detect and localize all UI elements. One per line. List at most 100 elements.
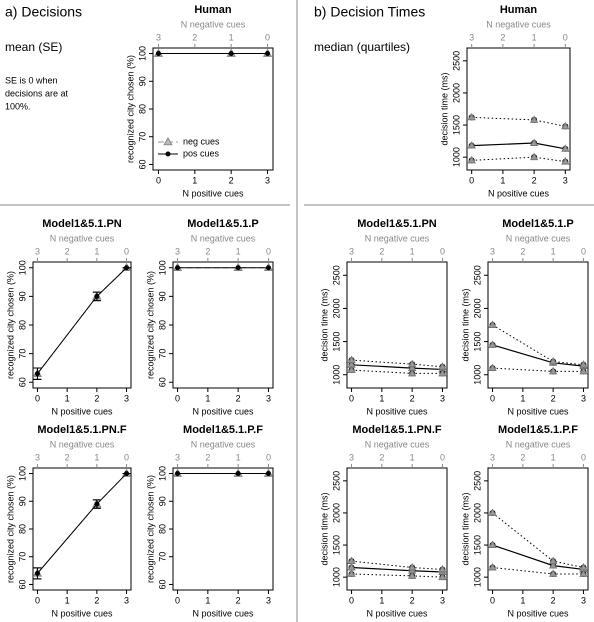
point-triangle	[488, 363, 497, 372]
x2-tick-label: 1	[236, 246, 241, 256]
x-tick-label: 1	[65, 595, 70, 605]
x2-tick-label: 3	[349, 246, 354, 256]
y-tick-label: 2000	[331, 298, 341, 318]
x2-tick-label: 2	[205, 246, 210, 256]
y-tick-label: 1500	[451, 115, 461, 135]
point-triangle	[407, 368, 417, 377]
x-tick-label: 1	[379, 393, 384, 403]
x-tick-label: 1	[379, 595, 384, 605]
y-tick-label: 60	[17, 579, 27, 589]
y-tick-label: 100	[17, 466, 27, 481]
point-triangle	[488, 563, 497, 571]
x-axis-label: N positive cues	[488, 188, 550, 198]
x-tick-label: 3	[124, 595, 129, 605]
x-tick-label: 2	[94, 393, 99, 403]
plot-frame	[487, 467, 589, 591]
x2-tick-label: 0	[124, 452, 129, 462]
y-tick-label: 2500	[331, 471, 341, 491]
point	[265, 51, 271, 57]
y-tick-label: 60	[137, 159, 147, 169]
panel-title: Model1&5.1.P.F	[498, 424, 578, 436]
plot-frame	[172, 261, 274, 389]
y-tick-label: 1000	[472, 567, 482, 587]
point-triangle	[561, 144, 570, 152]
x-tick-label: 1	[205, 393, 210, 403]
x2-axis-label: N negative cues	[486, 19, 551, 29]
y-tick-label: 90	[137, 76, 147, 86]
series-line	[471, 156, 566, 163]
y-tick-label: 2500	[472, 265, 482, 285]
point-triangle	[488, 540, 497, 549]
y-tick-label: 60	[157, 579, 167, 589]
y-tick-label: 1500	[472, 332, 482, 352]
point-triangle	[548, 556, 558, 565]
y-axis-label: decision time (ms)	[460, 492, 470, 565]
x2-tick-label: 2	[205, 452, 210, 462]
x-tick-label: 2	[410, 393, 415, 403]
x2-axis-label: N negative cues	[50, 439, 115, 449]
plot-frame	[346, 467, 448, 591]
point-triangle	[438, 368, 447, 377]
x2-axis-label: N negative cues	[191, 439, 256, 449]
x-tick-label: 3	[124, 393, 129, 403]
x-axis-label: N positive cues	[51, 406, 113, 416]
y-tick-label: 70	[137, 132, 147, 142]
y-tick-label: 60	[157, 377, 167, 387]
point-triangle	[347, 355, 356, 364]
x2-tick-label: 0	[266, 246, 271, 256]
plot-frame	[346, 261, 448, 389]
y-tick-label: 2000	[472, 503, 482, 523]
y-tick-label: 70	[17, 349, 27, 359]
legend-label: pos cues	[183, 148, 220, 158]
y-axis-label: decision time (ms)	[460, 288, 470, 361]
plot-frame	[32, 261, 132, 389]
point	[155, 51, 161, 57]
x2-tick-label: 3	[490, 452, 495, 462]
point	[34, 570, 40, 576]
point	[94, 501, 100, 507]
x-axis-label: N positive cues	[507, 406, 569, 416]
point	[175, 265, 181, 271]
point-triangle	[438, 572, 447, 581]
series-line	[492, 567, 584, 575]
x2-tick-label: 1	[532, 32, 537, 42]
x-tick-label: 0	[35, 595, 40, 605]
x-tick-label: 3	[581, 595, 586, 605]
x-tick-label: 3	[440, 595, 445, 605]
y-tick-label: 2500	[472, 471, 482, 491]
x-tick-label: 2	[94, 595, 99, 605]
y-tick-label: 1000	[451, 147, 461, 167]
series-line	[492, 512, 584, 569]
plot-frame	[466, 47, 571, 171]
y-axis-label: recognized city chosen (%)	[145, 271, 155, 379]
plot-frame	[487, 261, 589, 389]
y-tick-label: 2000	[472, 298, 482, 318]
x-tick-label: 1	[520, 595, 525, 605]
y-tick-label: 1000	[472, 365, 482, 385]
x2-tick-label: 3	[175, 246, 180, 256]
y-tick-label: 2500	[451, 51, 461, 71]
x-tick-label: 3	[265, 175, 270, 185]
x-tick-label: 2	[229, 175, 234, 185]
x2-axis-label: N negative cues	[506, 233, 571, 243]
point	[124, 265, 130, 271]
x-tick-label: 0	[349, 393, 354, 403]
x-tick-label: 3	[266, 595, 271, 605]
x-tick-label: 0	[175, 595, 180, 605]
x-axis-label: N positive cues	[192, 406, 254, 416]
x-tick-label: 2	[236, 393, 241, 403]
series-line	[351, 566, 443, 573]
x2-tick-label: 1	[94, 452, 99, 462]
section-title: b) Decision Times	[314, 4, 425, 20]
x-axis-label: N positive cues	[366, 608, 428, 618]
x-axis-label: N positive cues	[192, 608, 254, 618]
panel-title: Model1&5.1.PN.F	[37, 424, 127, 436]
series-line	[471, 142, 566, 150]
y-tick-label: 2000	[451, 83, 461, 103]
point-triangle	[488, 508, 497, 516]
point	[228, 51, 234, 57]
y-tick-label: 90	[157, 291, 167, 301]
point-triangle	[347, 365, 356, 374]
y-tick-label: 70	[157, 552, 167, 562]
x-tick-label: 1	[500, 175, 505, 185]
